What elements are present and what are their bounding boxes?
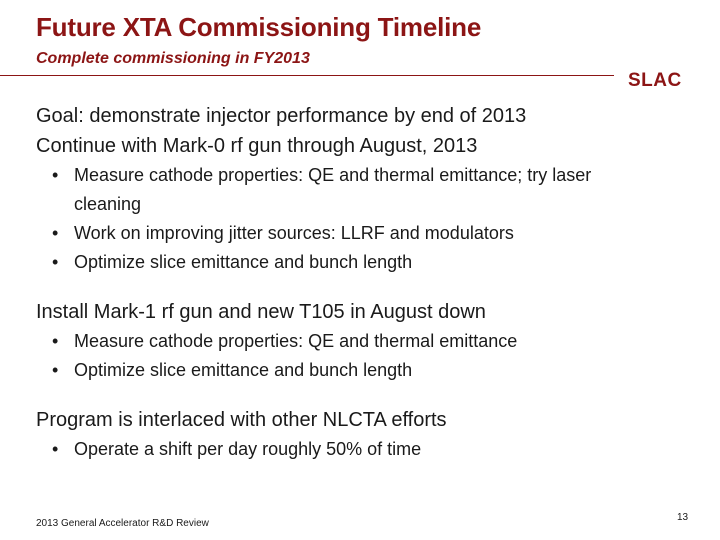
header-divider: [0, 75, 614, 76]
bullet-text: Measure cathode properties: QE and therm…: [74, 331, 518, 351]
body-line: Install Mark-1 rf gun and new T105 in Au…: [36, 301, 486, 323]
bullet-item: • Measure cathode properties: QE and ther…: [52, 327, 676, 356]
bullet-item: • Optimize slice emittance and bunch leng…: [52, 356, 676, 385]
bullet-list: • Measure cathode properties: QE and ther…: [52, 161, 676, 277]
bullet-icon: •: [52, 331, 59, 351]
section-mark1: Install Mark-1 rf gun and new T105 in Au…: [36, 297, 676, 385]
bullet-text: Optimize slice emittance and bunch lengt…: [74, 360, 413, 380]
slac-logo: SLAC: [628, 70, 682, 91]
body-line: Continue with Mark-0 rf gun through Augu…: [36, 135, 478, 157]
slide-subtitle: Complete commissioning in FY2013: [36, 50, 310, 67]
bullet-list: • Measure cathode properties: QE and ther…: [52, 327, 676, 385]
body-line: Goal: demonstrate injector performance b…: [36, 105, 527, 127]
slide-body: Goal: demonstrate injector performance b…: [36, 101, 676, 464]
slide-title: Future XTA Commissioning Timeline: [36, 12, 482, 42]
bullet-icon: •: [52, 360, 59, 380]
section-program: Program is interlaced with other NLCTA e…: [36, 405, 676, 464]
bullet-text: Work on improving jitter sources: LLRF a…: [74, 223, 514, 243]
body-line: Program is interlaced with other NLCTA e…: [36, 409, 447, 431]
bullet-item: • Operate a shift per day roughly 50% of …: [52, 435, 676, 464]
footer-text: 2013 General Accelerator R&D Review: [36, 518, 209, 529]
bullet-text: Operate a shift per day roughly 50% of t…: [74, 439, 422, 459]
section-goal: Goal: demonstrate injector performance b…: [36, 101, 676, 277]
bullet-item: • Optimize slice emittance and bunch leng…: [52, 248, 676, 277]
bullet-text: Measure cathode properties: QE and therm…: [74, 165, 592, 214]
bullet-icon: •: [52, 439, 59, 459]
bullet-item: • Work on improving jitter sources: LLRF …: [52, 219, 676, 248]
page-number: 13: [677, 512, 689, 523]
bullet-list: • Operate a shift per day roughly 50% of …: [52, 435, 676, 464]
bullet-icon: •: [52, 165, 59, 185]
bullet-item: • Measure cathode properties: QE and ther…: [52, 161, 644, 219]
bullet-icon: •: [52, 223, 59, 243]
bullet-text: Optimize slice emittance and bunch lengt…: [74, 252, 413, 272]
bullet-icon: •: [52, 252, 59, 272]
